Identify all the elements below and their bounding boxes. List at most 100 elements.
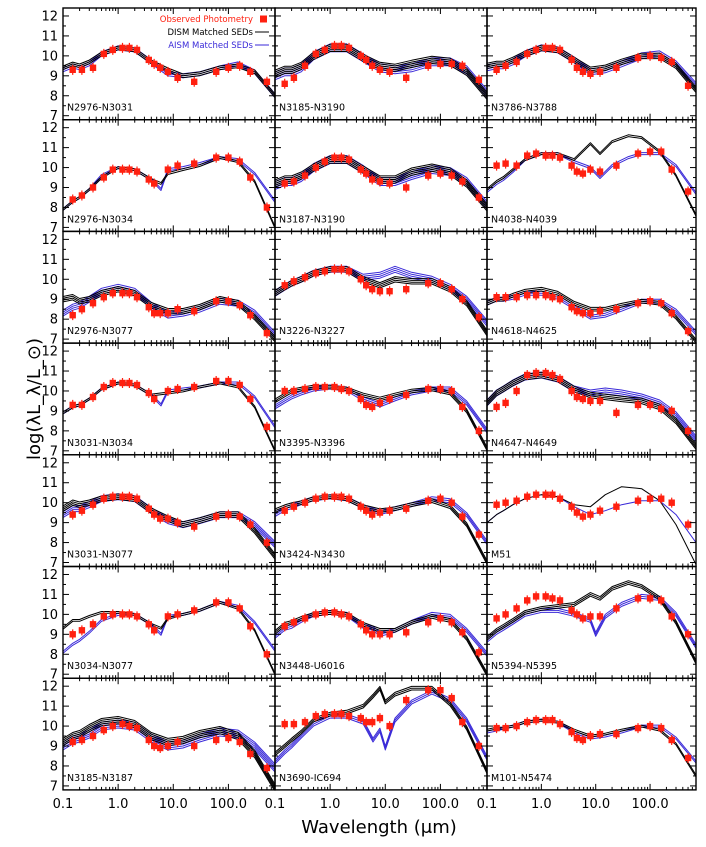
photometry-point bbox=[634, 300, 642, 307]
y-tick-label: 9 bbox=[50, 69, 58, 84]
photometry-point bbox=[549, 716, 556, 724]
photometry-point bbox=[376, 631, 384, 638]
panel-label: N4647-N4649 bbox=[491, 438, 557, 449]
photometry-point bbox=[338, 710, 345, 718]
photometry-point bbox=[658, 148, 665, 155]
photometry-point bbox=[331, 383, 338, 391]
y-tick-label: 9 bbox=[50, 516, 58, 531]
photometry-point bbox=[89, 184, 97, 191]
photometry-point bbox=[321, 46, 328, 54]
dism-sed-line bbox=[487, 136, 696, 217]
photometry-point bbox=[164, 387, 172, 395]
y-tick-label: 9 bbox=[50, 740, 58, 755]
photometry-point bbox=[290, 720, 298, 728]
photometry-point bbox=[213, 377, 220, 385]
photometry-point bbox=[191, 383, 198, 391]
photometry-point bbox=[331, 609, 338, 616]
photometry-point bbox=[542, 593, 549, 600]
photometry-point bbox=[290, 74, 298, 81]
photometry-point bbox=[513, 722, 520, 730]
photometry-point bbox=[403, 74, 410, 81]
photometry-point bbox=[668, 736, 675, 744]
photometry-point bbox=[386, 180, 393, 187]
y-tick-label: 11 bbox=[41, 588, 58, 603]
photometry-point bbox=[369, 286, 376, 293]
photometry-point bbox=[475, 76, 483, 83]
photometry-point bbox=[331, 493, 338, 500]
aism-sed-line bbox=[275, 693, 487, 765]
photometry-point bbox=[213, 68, 220, 75]
photometry-point bbox=[386, 722, 393, 730]
photometry-point bbox=[587, 613, 594, 620]
photometry-point bbox=[321, 710, 328, 718]
photometry-point bbox=[513, 162, 520, 169]
photometry-point bbox=[556, 597, 564, 604]
photometry-point bbox=[301, 718, 309, 726]
photometry-point bbox=[646, 401, 654, 409]
panel: N4647-N4649 bbox=[486, 342, 697, 456]
x-tick-label: 0.1 bbox=[265, 797, 286, 812]
photometry-point bbox=[281, 387, 288, 395]
photometry-point bbox=[338, 42, 345, 50]
photometry-point bbox=[345, 268, 353, 275]
photometry-point bbox=[301, 499, 309, 506]
photometry-point bbox=[502, 294, 509, 301]
photometry-point bbox=[301, 62, 309, 69]
photometry-point bbox=[532, 491, 540, 498]
panel: N3395-N3396 bbox=[274, 342, 488, 456]
photometry-point bbox=[448, 387, 455, 395]
photometry-point bbox=[151, 395, 158, 403]
photometry-point bbox=[459, 629, 466, 636]
photometry-point bbox=[151, 511, 158, 518]
photometry-point bbox=[247, 68, 254, 75]
photometry-point bbox=[493, 501, 500, 508]
photometry-point bbox=[613, 306, 620, 313]
panel-ticks bbox=[486, 678, 697, 790]
photometry-point bbox=[684, 188, 692, 195]
photometry-point bbox=[556, 46, 564, 54]
photometry-point bbox=[493, 162, 500, 169]
photometry-point bbox=[247, 623, 254, 630]
photometry-point bbox=[502, 62, 509, 69]
photometry-point bbox=[587, 166, 594, 173]
photometry-point bbox=[100, 613, 107, 620]
photometry-point bbox=[369, 403, 376, 411]
panel-label: N4618-N4625 bbox=[491, 326, 557, 337]
photometry-point bbox=[568, 56, 575, 64]
photometry-point bbox=[109, 166, 116, 173]
photometry-point bbox=[684, 521, 692, 528]
photometry-point bbox=[634, 54, 642, 62]
y-axis-title: log(λL_λ/L_⊙) bbox=[24, 338, 45, 460]
photometry-point bbox=[386, 631, 393, 638]
photometry-point bbox=[369, 62, 376, 69]
photometry-point bbox=[281, 180, 288, 187]
photometry-point bbox=[100, 174, 107, 181]
photometry-point bbox=[376, 509, 384, 516]
photometry-point bbox=[556, 720, 564, 728]
photometry-point bbox=[145, 176, 152, 183]
photometry-point bbox=[133, 168, 141, 175]
photometry-point bbox=[69, 196, 76, 203]
photometry-point bbox=[321, 609, 328, 616]
photometry-point bbox=[213, 298, 220, 305]
photometry-point bbox=[281, 623, 288, 630]
photometry-point bbox=[556, 154, 564, 161]
y-tick-label: 7 bbox=[50, 779, 58, 794]
photometry-point bbox=[634, 497, 642, 504]
photometry-point bbox=[290, 619, 298, 626]
x-axis-title: Wavelength (μm) bbox=[301, 817, 457, 838]
panel-label: N3395-N3396 bbox=[279, 438, 345, 449]
y-tick-label: 11 bbox=[41, 365, 58, 380]
photometry-point bbox=[312, 611, 319, 618]
photometry-point bbox=[69, 511, 76, 518]
photometry-point bbox=[290, 178, 298, 185]
photometry-point bbox=[213, 154, 220, 161]
photometry-point bbox=[646, 298, 654, 305]
photometry-point bbox=[126, 722, 133, 730]
photometry-point bbox=[301, 615, 309, 622]
photometry-point bbox=[524, 371, 531, 379]
photometry-point bbox=[109, 379, 116, 387]
photometry-point bbox=[386, 395, 393, 403]
panel: N3424-N3430 bbox=[274, 454, 488, 568]
photometry-point bbox=[69, 66, 76, 73]
